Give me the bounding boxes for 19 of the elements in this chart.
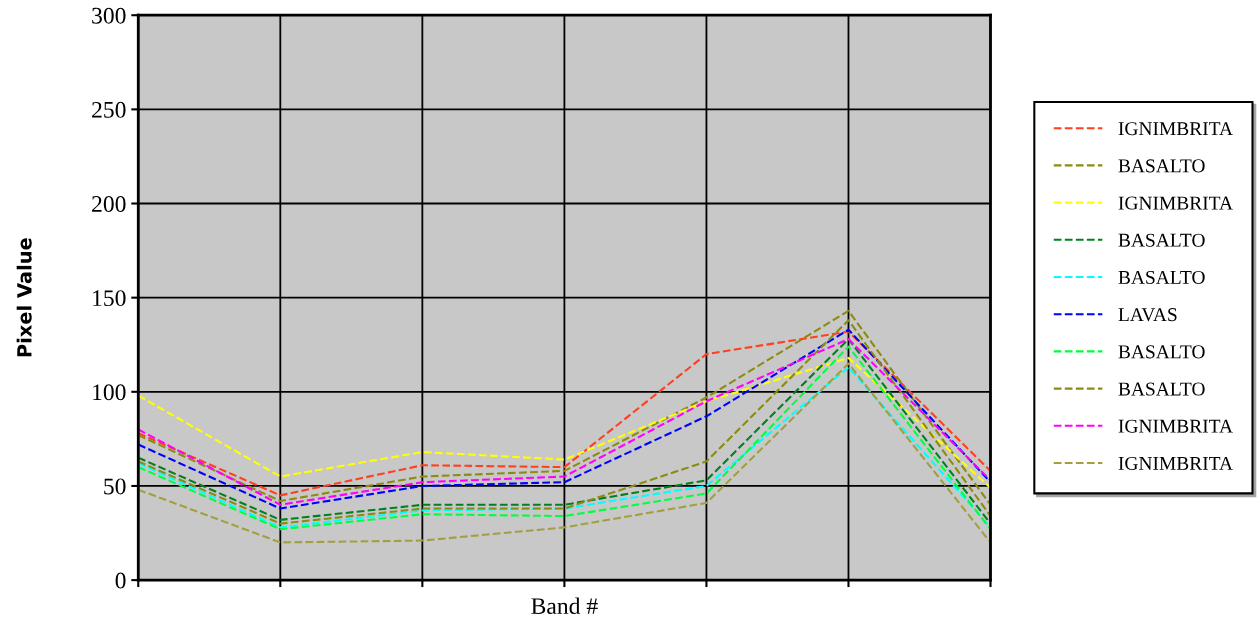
x-axis-title: Band # [531,597,598,615]
y-tick-label: 250 [92,101,126,118]
legend-label: BASALTO [1118,159,1205,173]
y-tick-label: 150 [93,290,126,307]
legend-label: IGNIMBRITA [1118,419,1233,433]
y-tick-label: 50 [104,478,126,495]
legend-label: BASALTO [1118,345,1205,359]
legend-label: BASALTO [1118,382,1205,396]
y-tick-label: 300 [92,7,126,24]
y-tick-label: 100 [93,384,126,401]
legend-label: LAVAS [1118,308,1177,322]
legend-label: BASALTO [1118,270,1205,284]
legend-label: IGNIMBRITA [1118,122,1233,136]
legend-label: IGNIMBRITA [1118,456,1233,470]
y-tick-label: 200 [92,196,126,212]
legend-label: BASALTO [1118,233,1205,247]
legend-label: IGNIMBRITA [1118,196,1233,210]
y-axis-title: Pixel Value [16,238,32,357]
y-tick-label: 0 [115,572,126,589]
